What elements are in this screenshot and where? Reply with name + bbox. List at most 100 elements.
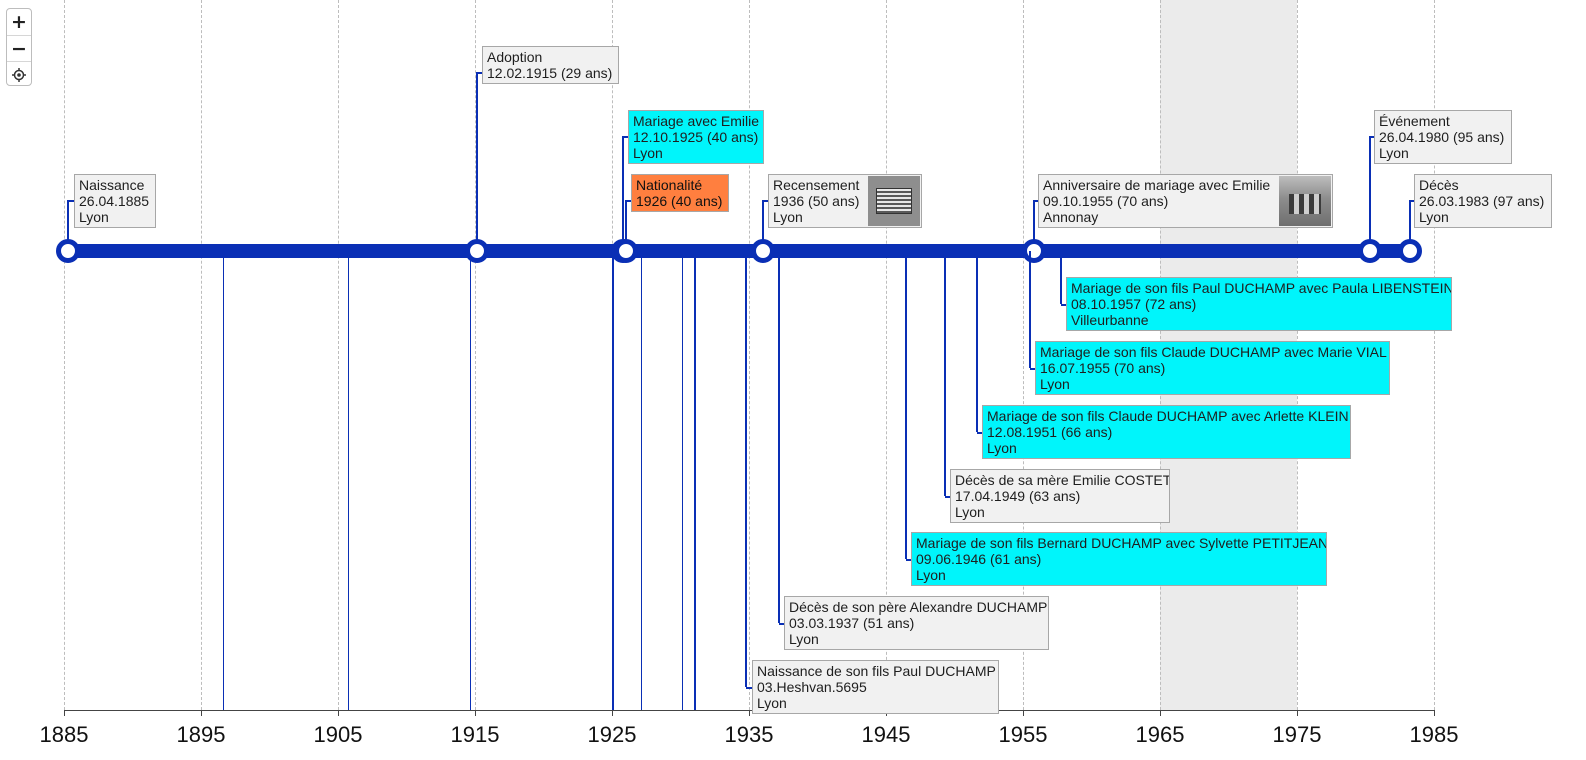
event-marker[interactable] (56, 239, 81, 263)
axis-tick (338, 710, 339, 716)
event-connector (624, 200, 627, 251)
event-card-adoption[interactable]: Adoption 12.02.1915 (29 ans) (482, 46, 619, 84)
event-connector (1032, 200, 1039, 202)
axis-tick (1023, 710, 1024, 716)
target-icon (12, 67, 26, 82)
event-connector (621, 136, 629, 138)
event-card-nationalite[interactable]: Nationalité 1926 (40 ans) (631, 174, 729, 212)
gridline (749, 0, 750, 710)
event-connector (1060, 304, 1066, 306)
zoom-control: + − (6, 8, 32, 86)
event-place: Lyon (916, 567, 946, 583)
event-card-mariage-paul[interactable]: Mariage de son fils Paul DUCHAMP avec Pa… (1066, 277, 1452, 331)
zoom-out-button[interactable]: − (7, 35, 31, 61)
event-connector (976, 432, 982, 434)
gridline (338, 0, 339, 710)
event-marker[interactable] (464, 239, 489, 263)
event-connector (640, 251, 643, 710)
event-place: Lyon (757, 695, 787, 711)
event-title: Décès de son père Alexandre DUCHAMP (789, 599, 1048, 615)
event-connector (761, 200, 764, 251)
event-date: 03.Heshvan.5695 (757, 679, 867, 695)
event-card-anniversaire-mariage[interactable]: Anniversaire de mariage avec Emilie 09.10… (1038, 174, 1333, 228)
event-connector (761, 200, 769, 202)
event-date: 12.10.1925 (40 ans) (633, 129, 759, 145)
event-place: Lyon (79, 209, 109, 225)
event-card-recensement[interactable]: Recensement 1936 (50 ans) Lyon (768, 174, 922, 228)
event-card-naissance[interactable]: Naissance 26.04.1885 Lyon (74, 174, 156, 228)
axis-tick-label: 1885 (39, 722, 89, 747)
event-title: Naissance (79, 177, 145, 193)
event-date: 03.03.1937 (51 ans) (789, 615, 915, 631)
event-date: 1936 (50 ans) (773, 193, 860, 209)
axis-tick-label: 1935 (724, 722, 774, 747)
event-connector (67, 200, 75, 202)
event-connector (905, 559, 911, 561)
event-marker[interactable] (1021, 239, 1046, 263)
gridline (1023, 0, 1024, 710)
event-date: 09.06.1946 (61 ans) (916, 551, 1042, 567)
event-connector (469, 251, 472, 710)
event-card-naissance-paul[interactable]: Naissance de son fils Paul DUCHAMP 03.Hes… (752, 660, 999, 714)
event-card-evenement[interactable]: Événement 26.04.1980 (95 ans) Lyon (1374, 110, 1512, 164)
recenter-button[interactable] (7, 61, 31, 87)
axis-tick-label: 1925 (587, 722, 637, 747)
event-title: Décès de sa mère Emilie COSTET (955, 472, 1170, 488)
event-marker[interactable] (750, 239, 775, 263)
axis-tick (475, 710, 476, 716)
event-marker[interactable] (613, 239, 638, 263)
event-marker[interactable] (1357, 239, 1382, 263)
event-card-mariage-bernard[interactable]: Mariage de son fils Bernard DUCHAMP avec… (911, 532, 1327, 586)
event-connector (475, 72, 478, 251)
event-date: 26.03.1983 (97 ans) (1419, 193, 1545, 209)
event-card-deces-mere[interactable]: Décès de sa mère Emilie COSTET 17.04.1949… (950, 469, 1170, 523)
document-thumbnail[interactable] (868, 176, 920, 226)
event-place: Annonay (1043, 209, 1099, 225)
event-connector (943, 251, 946, 496)
event-card-deces-pere[interactable]: Décès de son père Alexandre DUCHAMP 03.03… (784, 596, 1049, 650)
event-connector (67, 200, 70, 251)
event-place: Lyon (1040, 376, 1070, 392)
photo-thumbnail[interactable] (1279, 176, 1331, 226)
event-connector (347, 251, 350, 710)
event-date: 26.04.1885 (79, 193, 150, 209)
event-title: Mariage de son fils Paul DUCHAMP avec Pa… (1071, 280, 1452, 296)
event-place: Villeurbanne (1071, 312, 1149, 328)
event-title: Mariage de son fils Claude DUCHAMP avec … (1040, 344, 1387, 360)
event-card-deces[interactable]: Décès 26.03.1983 (97 ans) Lyon (1414, 174, 1552, 228)
event-connector (746, 687, 752, 689)
event-card-mariage-claude-vial[interactable]: Mariage de son fils Claude DUCHAMP avec … (1035, 341, 1390, 395)
axis-tick (1297, 710, 1298, 716)
event-connector (612, 251, 614, 710)
event-date: 12.08.1951 (66 ans) (987, 424, 1113, 440)
axis-tick-label: 1915 (450, 722, 500, 747)
event-date: 08.10.1957 (72 ans) (1071, 296, 1197, 312)
axis-tick-label: 1945 (861, 722, 911, 747)
zoom-in-button[interactable]: + (11, 10, 27, 33)
gridline (1434, 0, 1435, 710)
event-title: Événement (1379, 113, 1450, 129)
lifeline-bar (68, 244, 1410, 258)
event-title: Mariage de son fils Bernard DUCHAMP avec… (916, 535, 1327, 551)
event-marker[interactable] (1397, 239, 1422, 263)
event-connector (621, 136, 624, 251)
event-card-mariage-emilie[interactable]: Mariage avec Emilie 12.10.1925 (40 ans) Ly… (628, 110, 764, 164)
event-place: Lyon (633, 145, 663, 161)
event-connector (1032, 200, 1035, 251)
event-title: Nationalité (636, 177, 703, 193)
event-place: Lyon (955, 504, 985, 520)
event-date: 12.02.1915 (29 ans) (487, 65, 613, 81)
gridline (64, 0, 65, 710)
axis-tick (1434, 710, 1435, 716)
event-date: 26.04.1980 (95 ans) (1379, 129, 1505, 145)
axis-tick (612, 710, 613, 716)
axis-tick-label: 1955 (998, 722, 1048, 747)
event-place: Lyon (1419, 209, 1449, 225)
event-title: Anniversaire de mariage avec Emilie (1043, 177, 1271, 193)
event-connector (1408, 200, 1411, 251)
event-title: Mariage avec Emilie (633, 113, 760, 129)
axis-tick-label: 1895 (176, 722, 226, 747)
event-date: 17.04.1949 (63 ans) (955, 488, 1081, 504)
event-card-mariage-claude-klein[interactable]: Mariage de son fils Claude DUCHAMP avec … (982, 405, 1351, 459)
